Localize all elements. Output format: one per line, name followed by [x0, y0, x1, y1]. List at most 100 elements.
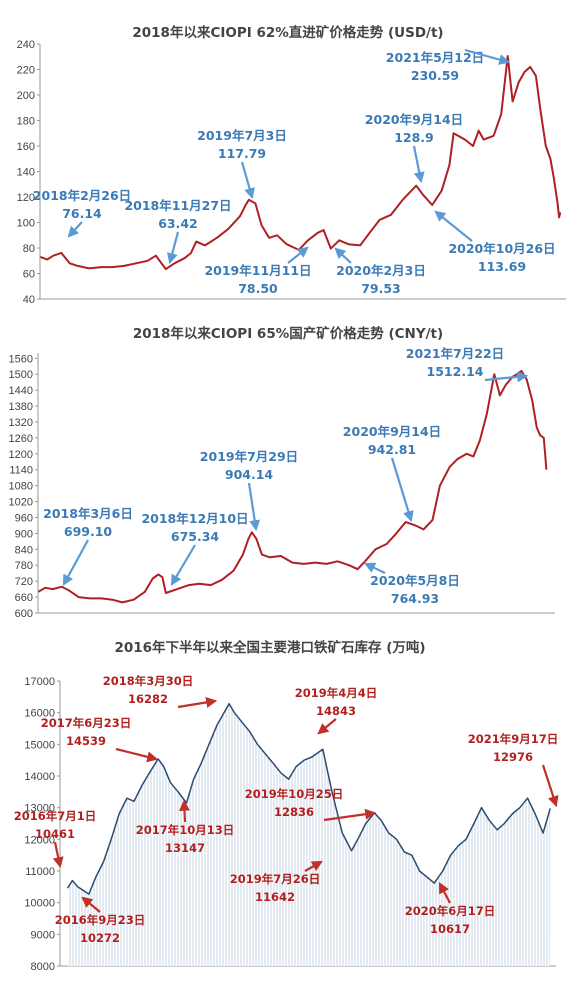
annotation-date: 2020年5月8日: [370, 573, 460, 588]
annotation-arrow: [323, 808, 377, 822]
annotation-arrow: [67, 221, 83, 238]
annotation-arrow: [115, 747, 159, 763]
annotation-date: 2020年9月14日: [343, 424, 441, 439]
annotation-arrow: [178, 799, 190, 823]
annotation: 2019年7月26日 11642: [230, 860, 323, 904]
annotation-arrow: [304, 860, 323, 872]
annotation-date: 2021年7月22日: [406, 346, 504, 361]
cny-price-chart-panel: 2018年以来CIOPI 65%国产矿价格走势 (CNY/t) 600 660 72…: [0, 318, 567, 618]
usd-price-chart: 2018年以来CIOPI 62%直进矿价格走势 (USD/t) 40 60 80 10…: [17, 24, 566, 306]
y-tick-label: 140: [17, 167, 35, 179]
annotation-date: 2016年9月23日: [55, 913, 146, 927]
series-line: [40, 55, 562, 271]
y-tick-label: 720: [15, 576, 33, 588]
annotation-value: 14539: [66, 734, 106, 748]
annotation-value: 16282: [128, 692, 168, 706]
chart-title: 2018年以来CIOPI 65%国产矿价格走势 (CNY/t): [133, 325, 443, 342]
annotation: 2020年10月26日 113.69: [434, 210, 556, 274]
usd-price-chart-panel: 2018年以来CIOPI 62%直进矿价格走势 (USD/t) 40 60 80 10…: [0, 0, 567, 310]
y-tick-label: 9000: [31, 929, 55, 941]
annotation-value: 14843: [316, 704, 356, 718]
annotation-arrow: [334, 247, 352, 264]
annotation: 2020年5月8日 764.93: [364, 562, 460, 606]
annotation-date: 2019年7月29日: [200, 449, 298, 464]
y-tick-label: 14000: [24, 771, 55, 783]
annotation-date: 2018年2月26日: [33, 188, 131, 203]
y-tick-label: 240: [17, 39, 35, 51]
y-tick-label: 660: [15, 592, 33, 604]
annotation-value: 11642: [255, 890, 295, 904]
series-line: [66, 702, 551, 895]
annotation-value: 10272: [80, 931, 120, 945]
annotation-date: 2018年12月10日: [141, 511, 248, 526]
annotation-value: 76.14: [62, 206, 102, 221]
y-tick-label: 1020: [9, 497, 33, 509]
annotation: 2020年2月3日 79.53: [334, 247, 426, 296]
annotation-value: 78.50: [238, 281, 278, 296]
annotation: 2016年7月1日 10461: [14, 809, 97, 869]
y-tick-label: 1140: [9, 465, 33, 477]
y-tick-label: 1260: [9, 433, 33, 445]
annotation: 2017年10月13日 13147: [136, 799, 235, 855]
annotation: 2018年3月30日 16282: [103, 674, 218, 709]
port-inventory-chart: 2016年下半年以来全国主要港口铁矿石库存 (万吨) 8000 9000 10000…: [14, 639, 559, 973]
y-tick-label: 220: [17, 65, 35, 77]
y-tick-label: 1560: [9, 353, 33, 365]
y-tick-label: 600: [15, 608, 33, 618]
y-tick-label: 100: [17, 218, 35, 230]
annotation-arrow: [484, 371, 529, 383]
y-tick-label: 200: [17, 90, 35, 102]
annotation-date: 2017年10月13日: [136, 823, 235, 837]
annotation: 2018年2月26日 76.14: [33, 188, 131, 238]
annotation: 2020年6月17日 10617: [405, 882, 496, 936]
annotation-date: 2020年6月17日: [405, 904, 496, 918]
annotation-value: 12976: [493, 750, 533, 764]
y-tick-label: 960: [15, 512, 33, 524]
annotation-arrow: [240, 161, 255, 200]
annotation: 2020年9月14日 128.9: [365, 112, 463, 184]
annotation-date: 2017年6月23日: [41, 716, 132, 730]
y-tick-label: 780: [15, 560, 33, 572]
y-tick-label: 1440: [9, 385, 33, 397]
y-tick-label: 900: [15, 528, 33, 540]
annotation-value: 113.69: [478, 259, 526, 274]
cny-price-chart: 2018年以来CIOPI 65%国产矿价格走势 (CNY/t) 600 660 72…: [9, 325, 555, 618]
annotation-arrow: [62, 539, 89, 586]
annotation: 2018年3月6日 699.10: [43, 506, 133, 586]
annotation-arrow: [317, 718, 337, 735]
annotation-arrow: [170, 544, 196, 586]
y-tick-label: 17000: [24, 676, 55, 688]
annotation-date: 2016年7月1日: [14, 809, 97, 823]
annotation: 2021年7月22日 1512.14: [406, 346, 529, 383]
y-tick-label: 1380: [9, 401, 33, 413]
annotation-date: 2020年9月14日: [365, 112, 463, 127]
annotation-arrow: [434, 210, 473, 242]
annotation-arrow: [177, 696, 218, 709]
annotation-arrow: [166, 231, 180, 265]
y-tick-label: 1320: [9, 417, 33, 429]
annotation-arrow: [412, 145, 425, 184]
annotation: 2020年9月14日 942.81: [343, 424, 441, 523]
y-tick-label: 120: [17, 192, 35, 204]
annotation-date: 2021年9月17日: [468, 732, 559, 746]
y-tick-label: 13000: [24, 803, 55, 815]
annotation-value: 128.9: [394, 130, 434, 145]
annotation-date: 2018年3月6日: [43, 506, 133, 521]
y-tick-label: 10000: [24, 898, 55, 910]
annotation-value: 699.10: [64, 524, 113, 539]
port-inventory-chart-panel: 2016年下半年以来全国主要港口铁矿石库存 (万吨) 8000 9000 10000…: [0, 632, 567, 983]
y-tick-label: 80: [23, 243, 35, 255]
inventory-area-fill: [67, 703, 551, 966]
annotation-arrow: [390, 457, 414, 523]
annotation-arrow: [364, 562, 386, 574]
annotation-arrow: [52, 841, 64, 869]
y-tick-label: 15000: [24, 739, 55, 751]
y-tick-label: 8000: [31, 961, 55, 973]
annotation-value: 904.14: [225, 467, 274, 482]
y-tick-label: 16000: [24, 708, 55, 720]
y-tick-label: 840: [15, 544, 33, 556]
annotation-date: 2020年10月26日: [448, 241, 555, 256]
y-tick-label: 40: [23, 294, 35, 306]
annotation: 2018年12月10日 675.34: [141, 511, 249, 586]
y-tick-label: 11000: [25, 866, 55, 878]
